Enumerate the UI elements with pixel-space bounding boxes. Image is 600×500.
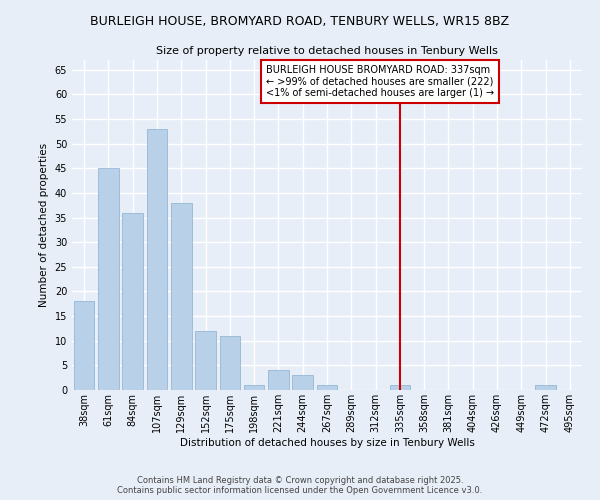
- Text: BURLEIGH HOUSE BROMYARD ROAD: 337sqm
← >99% of detached houses are smaller (222): BURLEIGH HOUSE BROMYARD ROAD: 337sqm ← >…: [266, 65, 494, 98]
- Bar: [122, 212, 143, 390]
- Bar: [268, 370, 289, 390]
- Bar: [74, 302, 94, 390]
- Bar: [389, 385, 410, 390]
- Text: BURLEIGH HOUSE, BROMYARD ROAD, TENBURY WELLS, WR15 8BZ: BURLEIGH HOUSE, BROMYARD ROAD, TENBURY W…: [91, 15, 509, 28]
- Bar: [146, 129, 167, 390]
- Y-axis label: Number of detached properties: Number of detached properties: [39, 143, 49, 307]
- Title: Size of property relative to detached houses in Tenbury Wells: Size of property relative to detached ho…: [156, 46, 498, 56]
- Bar: [292, 375, 313, 390]
- Bar: [317, 385, 337, 390]
- Bar: [220, 336, 240, 390]
- Bar: [98, 168, 119, 390]
- Bar: [244, 385, 265, 390]
- Text: Contains HM Land Registry data © Crown copyright and database right 2025.
Contai: Contains HM Land Registry data © Crown c…: [118, 476, 482, 495]
- Bar: [195, 331, 216, 390]
- Bar: [535, 385, 556, 390]
- Bar: [171, 203, 191, 390]
- X-axis label: Distribution of detached houses by size in Tenbury Wells: Distribution of detached houses by size …: [179, 438, 475, 448]
